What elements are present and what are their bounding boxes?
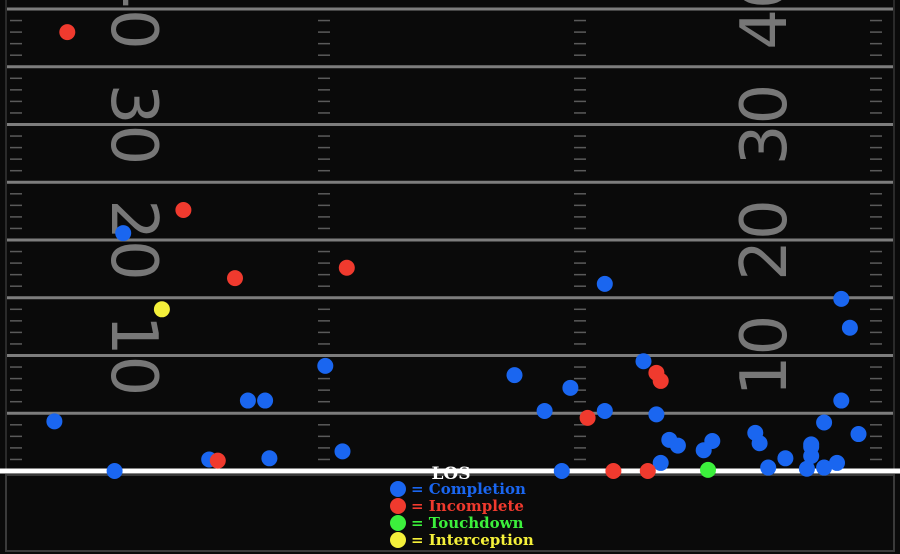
point-incomplete bbox=[605, 463, 622, 479]
point-completion bbox=[833, 290, 850, 307]
point-completion bbox=[317, 357, 334, 374]
point-incomplete bbox=[652, 372, 669, 389]
point-completion bbox=[334, 443, 351, 460]
point-completion bbox=[553, 463, 570, 479]
yard-number-left-10: 10 bbox=[96, 315, 170, 396]
legend-marker bbox=[390, 498, 406, 514]
point-completion bbox=[798, 460, 815, 477]
point-incomplete bbox=[59, 24, 76, 41]
yard-number-left-40: 40 bbox=[96, 0, 170, 50]
yard-numbers-layer: 40 40 30 30 20 20 10 10 bbox=[96, 0, 802, 396]
legend-label: = Interception bbox=[411, 531, 534, 549]
point-completion bbox=[777, 450, 794, 467]
point-completion bbox=[669, 437, 686, 454]
point-completion bbox=[562, 379, 579, 396]
los-label: LOS bbox=[431, 464, 470, 484]
point-completion bbox=[704, 432, 721, 449]
point-completion bbox=[816, 459, 833, 476]
yard-number-right-10: 10 bbox=[728, 315, 802, 396]
legend-marker bbox=[390, 532, 406, 548]
point-completion bbox=[106, 463, 123, 479]
legend-marker bbox=[390, 515, 406, 531]
point-incomplete bbox=[209, 452, 226, 469]
point-incomplete bbox=[639, 463, 656, 479]
point-completion bbox=[747, 424, 764, 441]
legend-marker bbox=[390, 481, 406, 497]
backfield-box bbox=[5, 474, 895, 552]
point-completion bbox=[115, 225, 132, 242]
point-incomplete bbox=[227, 270, 243, 287]
point-incomplete bbox=[175, 201, 192, 218]
point-completion bbox=[506, 367, 523, 384]
yard-number-right-20: 20 bbox=[728, 199, 802, 280]
point-completion bbox=[46, 413, 63, 430]
point-completion bbox=[596, 275, 613, 292]
legend: = Completion= Incomplete= Touchdown= Int… bbox=[390, 480, 534, 549]
point-completion bbox=[261, 450, 278, 467]
legend-label: = Incomplete bbox=[411, 497, 524, 515]
point-completion bbox=[536, 402, 553, 419]
point-completion bbox=[635, 353, 652, 370]
point-completion bbox=[816, 414, 833, 431]
point-touchdown bbox=[700, 461, 716, 478]
yard-number-left-30: 30 bbox=[96, 84, 170, 165]
point-incomplete bbox=[338, 259, 355, 276]
point-completion bbox=[652, 454, 669, 471]
los-layer: LOS bbox=[0, 464, 900, 484]
point-completion bbox=[257, 392, 274, 409]
point-interception bbox=[153, 301, 170, 318]
point-completion bbox=[596, 402, 613, 419]
legend-label: = Completion bbox=[411, 480, 526, 498]
point-completion bbox=[648, 406, 665, 423]
yard-number-right-30: 30 bbox=[728, 84, 802, 165]
point-completion bbox=[850, 426, 867, 443]
yard-number-right-40: 40 bbox=[728, 0, 802, 50]
point-completion bbox=[833, 392, 850, 409]
point-completion bbox=[829, 454, 845, 471]
point-completion bbox=[803, 436, 820, 453]
point-incomplete bbox=[579, 409, 596, 426]
point-completion bbox=[760, 459, 777, 476]
point-completion bbox=[841, 319, 858, 336]
legend-label: = Touchdown bbox=[411, 514, 524, 532]
yard-number-left-20: 20 bbox=[96, 199, 170, 280]
points-layer bbox=[46, 24, 867, 479]
field-layer bbox=[5, 0, 895, 552]
point-completion bbox=[239, 392, 256, 409]
